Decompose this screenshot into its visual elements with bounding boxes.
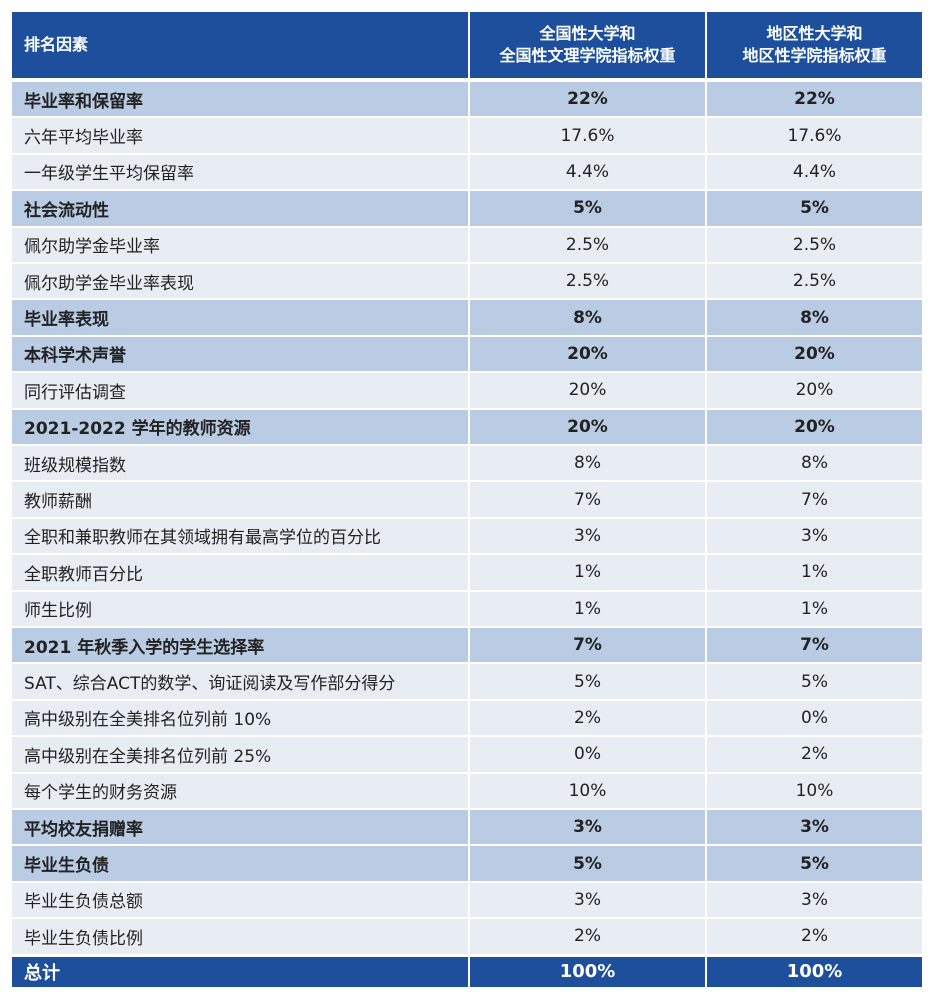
- weight-cell: 0%: [707, 700, 922, 736]
- weight-cell: 20%: [470, 336, 705, 372]
- weight-cell: 1%: [470, 555, 705, 590]
- weight-cell: 2%: [707, 737, 922, 772]
- total-cell: 100%: [707, 956, 922, 987]
- factor-cell: 佩尔助学金毕业率: [12, 227, 468, 262]
- weight-cell: 3%: [470, 810, 705, 845]
- factor-cell: 本科学术声誉: [12, 336, 468, 372]
- weight-cell: 7%: [707, 628, 922, 663]
- weight-cell: 8%: [470, 446, 705, 481]
- weight-cell: 2%: [470, 919, 705, 954]
- weight-cell: 20%: [470, 373, 705, 408]
- factor-cell: 社会流动性: [12, 191, 468, 226]
- factor-cell: 高中级别在全美排名位列前 25%: [12, 737, 468, 772]
- weight-cell: 2.5%: [470, 264, 705, 299]
- factor-cell: 一年级学生平均保留率: [12, 154, 468, 190]
- weight-cell: 17.6%: [470, 118, 705, 153]
- header-cell: 地区性大学和 地区性学院指标权重: [707, 12, 922, 78]
- weight-cell: 2.5%: [707, 264, 922, 299]
- factor-cell: 毕业生负债总额: [12, 882, 468, 918]
- weight-cell: 1%: [470, 591, 705, 626]
- weight-cell: 8%: [707, 300, 922, 335]
- weight-cell: 5%: [470, 191, 705, 226]
- total-cell: 总计: [12, 956, 468, 987]
- total-cell: 100%: [470, 956, 705, 987]
- weight-cell: 1%: [707, 555, 922, 590]
- weight-cell: 8%: [707, 446, 922, 481]
- weight-cell: 3%: [707, 518, 922, 554]
- header-cell: 全国性大学和 全国性文理学院指标权重: [470, 12, 705, 78]
- factor-cell: 毕业生负债比例: [12, 919, 468, 954]
- weight-cell: 5%: [707, 664, 922, 699]
- factor-cell: 佩尔助学金毕业率表现: [12, 264, 468, 299]
- factor-cell: 毕业率表现: [12, 300, 468, 335]
- weight-cell: 0%: [470, 737, 705, 772]
- factor-cell: SAT、综合ACT的数学、询证阅读及写作部分得分: [12, 664, 468, 699]
- weight-cell: 5%: [707, 191, 922, 226]
- weight-cell: 4.4%: [470, 154, 705, 190]
- weight-cell: 8%: [470, 300, 705, 335]
- factor-cell: 2021-2022 学年的教师资源: [12, 409, 468, 444]
- factor-cell: 教师薪酬: [12, 482, 468, 517]
- weight-cell: 22%: [707, 82, 922, 117]
- factor-cell: 2021 年秋季入学的学生选择率: [12, 628, 468, 663]
- factor-cell: 平均校友捐赠率: [12, 810, 468, 845]
- weight-cell: 3%: [707, 882, 922, 918]
- weight-cell: 20%: [470, 409, 705, 444]
- weight-cell: 4.4%: [707, 154, 922, 190]
- header-cell: 排名因素: [12, 12, 468, 78]
- weight-cell: 10%: [470, 773, 705, 808]
- factor-cell: 师生比例: [12, 591, 468, 626]
- weight-cell: 3%: [707, 810, 922, 845]
- weight-cell: 17.6%: [707, 118, 922, 153]
- weight-cell: 3%: [470, 882, 705, 918]
- weight-cell: 2%: [707, 919, 922, 954]
- weight-cell: 20%: [707, 373, 922, 408]
- weight-cell: 3%: [470, 518, 705, 554]
- weight-cell: 20%: [707, 409, 922, 444]
- weight-cell: 7%: [707, 482, 922, 517]
- weight-cell: 2.5%: [707, 227, 922, 262]
- weight-cell: 1%: [707, 591, 922, 626]
- weight-cell: 20%: [707, 336, 922, 372]
- weight-cell: 7%: [470, 628, 705, 663]
- weight-cell: 10%: [707, 773, 922, 808]
- weight-cell: 5%: [470, 664, 705, 699]
- factor-cell: 全职教师百分比: [12, 555, 468, 590]
- factor-cell: 每个学生的财务资源: [12, 773, 468, 808]
- weight-cell: 7%: [470, 482, 705, 517]
- factor-cell: 全职和兼职教师在其领域拥有最高学位的百分比: [12, 518, 468, 554]
- weight-cell: 5%: [707, 846, 922, 881]
- factor-cell: 同行评估调查: [12, 373, 468, 408]
- factor-cell: 毕业率和保留率: [12, 82, 468, 117]
- factor-cell: 班级规模指数: [12, 446, 468, 481]
- weight-cell: 2%: [470, 700, 705, 736]
- factor-cell: 六年平均毕业率: [12, 118, 468, 153]
- weight-cell: 2.5%: [470, 227, 705, 262]
- weight-cell: 5%: [470, 846, 705, 881]
- weight-cell: 22%: [470, 82, 705, 117]
- factor-cell: 毕业生负债: [12, 846, 468, 881]
- factor-cell: 高中级别在全美排名位列前 10%: [12, 700, 468, 736]
